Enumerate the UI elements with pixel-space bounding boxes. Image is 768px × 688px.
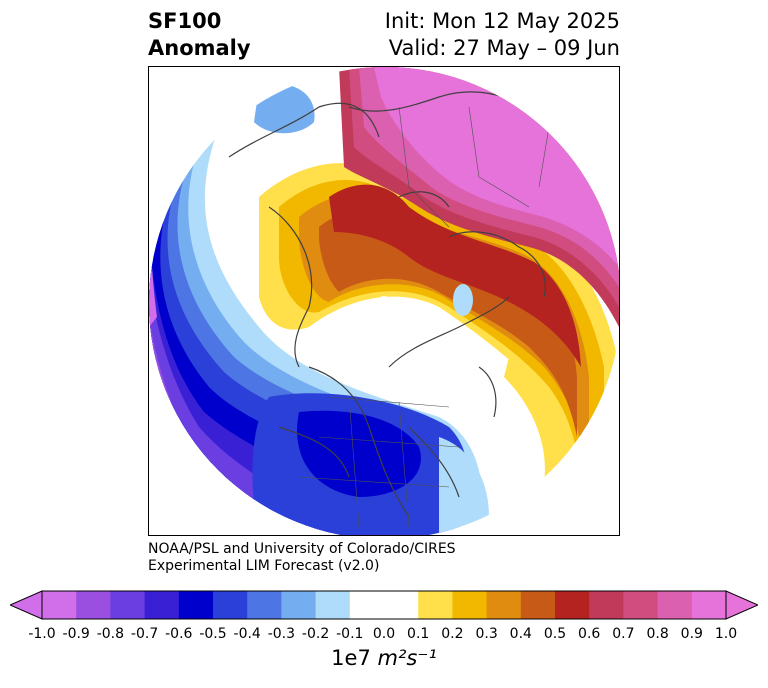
colorbar-tick-label: -0.9 — [62, 626, 90, 642]
colorbar-under-arrow — [10, 590, 43, 620]
colorbar-tick-label: 1.0 — [714, 626, 738, 642]
colorbar-unit-label: 1e7 m²s⁻¹ — [0, 646, 768, 670]
map-panel — [148, 66, 620, 536]
colorbar-tick-label: 0.0 — [372, 626, 396, 642]
colorbar-cell — [76, 591, 111, 619]
pos-anomaly-south-tail — [504, 357, 571, 482]
colorbar-tick-label: -1.0 — [28, 626, 56, 642]
colorbar-cell — [144, 591, 180, 619]
colorbar-tick-label: -0.5 — [199, 626, 227, 642]
unit-prefix: 1e7 — [331, 646, 378, 670]
colorbar-tick-label: 0.3 — [475, 626, 498, 642]
init-date: Init: Mon 12 May 2025 — [384, 9, 620, 33]
neg-anomaly-8 — [149, 217, 157, 327]
colorbar-tick-label: 0.6 — [578, 626, 601, 642]
colorbar-frame — [41, 590, 727, 620]
colorbar-tick-label: 0.9 — [680, 626, 703, 642]
map-title-left: SF100 Anomaly — [148, 8, 251, 62]
colorbar-tick-label: 0.4 — [509, 626, 532, 642]
colorbar-tick-label: -0.3 — [267, 626, 296, 642]
colorbar-cell — [555, 591, 590, 619]
colorbar-tick-label: -0.4 — [233, 626, 261, 642]
colorbar-cell — [281, 591, 317, 619]
colorbar-tick-label: 0.5 — [543, 626, 567, 642]
colorbar-tick-label: -0.8 — [96, 626, 125, 642]
colorbar-cell — [178, 591, 214, 619]
colorbar-cell — [589, 591, 624, 619]
colorbar-tick-label: -0.6 — [165, 626, 193, 642]
colorbar-tick-label: 0.7 — [612, 626, 635, 642]
na-blue-east — [439, 437, 489, 535]
colorbar-cell — [452, 591, 488, 619]
map-title-right: Init: Mon 12 May 2025 Valid: 27 May – 09… — [385, 8, 620, 62]
credit-text: NOAA/PSL and University of Colorado/CIRE… — [148, 541, 456, 575]
unit-text: m²s⁻¹ — [377, 646, 437, 670]
colorbar-cell — [657, 591, 693, 619]
colorbar-cell — [384, 591, 419, 619]
colorbar-tick-label: 0.1 — [407, 626, 430, 642]
colorbar-cell — [110, 591, 146, 619]
arctic-white-spot — [378, 296, 390, 308]
coastlines — [228, 91, 600, 518]
colorbar-cell — [315, 591, 351, 619]
variable-label: SF100 — [148, 9, 222, 33]
borders — [298, 106, 550, 528]
pos-anomaly-red — [329, 184, 581, 367]
valid-range: Valid: 27 May – 09 Jun — [388, 36, 620, 60]
colorbar — [10, 590, 758, 620]
na-blue-dark — [297, 410, 421, 497]
colorbar-cell — [349, 591, 385, 619]
colorbar-tick-label: -0.7 — [130, 626, 159, 642]
colorbar-cell — [486, 591, 522, 619]
colorbar-cell — [42, 591, 77, 619]
colorbar-cell — [691, 591, 727, 619]
scandinavia-blue-spot — [453, 284, 473, 316]
anomaly-label: Anomaly — [148, 36, 251, 60]
colorbar-cell — [520, 591, 556, 619]
colorbar-over-arrow — [725, 590, 758, 620]
colorbar-cell — [623, 591, 659, 619]
colorbar-cell — [418, 591, 453, 619]
polar-map — [149, 67, 619, 535]
colorbar-tick-label: -0.2 — [301, 626, 330, 642]
colorbar-tick-label: 0.8 — [646, 626, 669, 642]
colorbar-cell — [247, 591, 282, 619]
colorbar-tick-label: -0.1 — [336, 626, 364, 642]
credit-line-2: Experimental LIM Forecast (v2.0) — [148, 558, 380, 574]
colorbar-cell — [213, 591, 248, 619]
credit-line-1: NOAA/PSL and University of Colorado/CIRE… — [148, 541, 456, 557]
colorbar-tick-label: 0.2 — [441, 626, 464, 642]
